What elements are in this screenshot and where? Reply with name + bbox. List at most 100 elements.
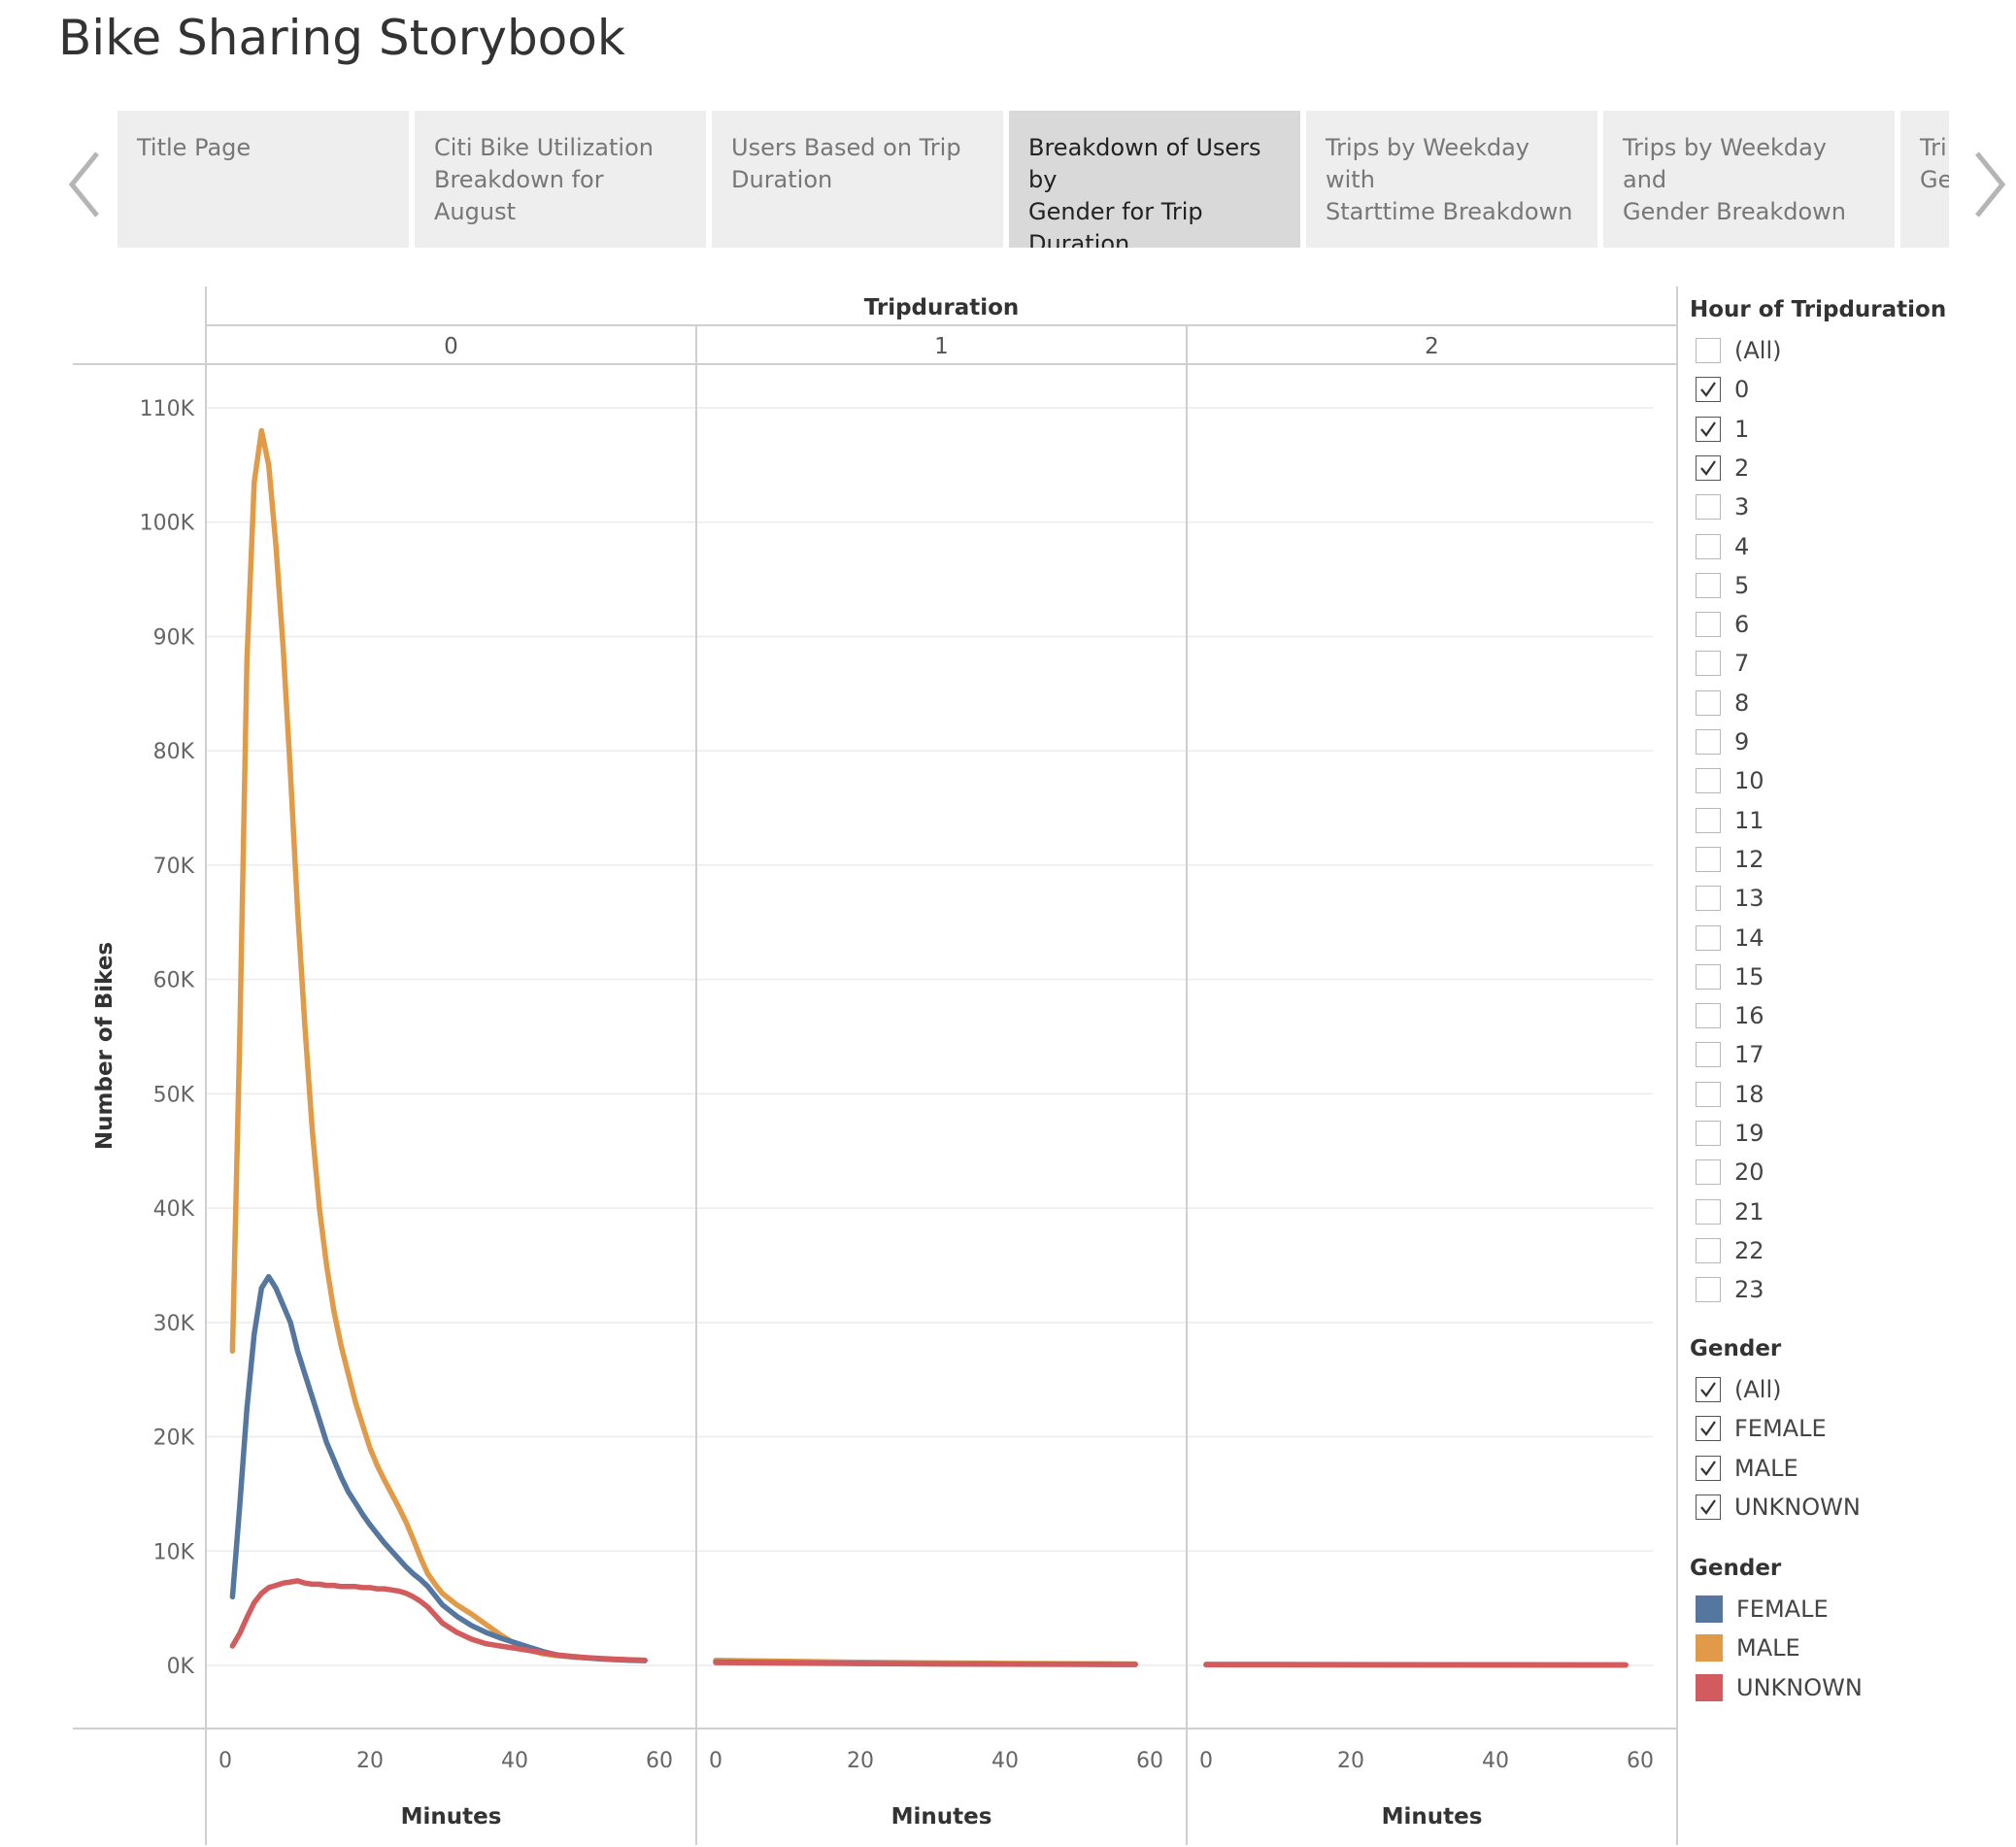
gender-filter-option[interactable]: UNKNOWN: [1696, 1491, 1861, 1524]
hour-filter-option[interactable]: 12: [1696, 843, 1764, 876]
story-tab-7[interactable]: Tri Ge: [1900, 111, 1949, 248]
checkbox[interactable]: [1696, 846, 1721, 872]
hour-filter-option[interactable]: 7: [1696, 647, 1749, 680]
checkbox[interactable]: [1696, 963, 1721, 990]
story-tab-label: Trips by Weekday and: [1623, 134, 1827, 193]
series-line-unknown-panel-1: [713, 1660, 1138, 1667]
hour-filter-option[interactable]: 3: [1696, 490, 1749, 523]
hour-filter-option[interactable]: (All): [1696, 334, 1781, 367]
checkbox[interactable]: [1696, 1237, 1721, 1263]
hour-filter-option[interactable]: 1: [1696, 413, 1749, 446]
checkbox[interactable]: [1696, 1416, 1721, 1442]
story-tab-4[interactable]: Breakdown of Users by Gender for Trip Dura…: [1009, 111, 1300, 248]
y-tick-label: 0K: [167, 1655, 195, 1679]
hour-filter-option[interactable]: 17: [1696, 1038, 1764, 1071]
checkbox-label: MALE: [1734, 1454, 1798, 1482]
checkbox[interactable]: [1696, 1277, 1721, 1303]
color-legend-item[interactable]: UNKNOWN: [1696, 1671, 1863, 1704]
story-tab-1[interactable]: Title Page: [118, 111, 409, 248]
story-tab-label: Gender Breakdown: [1623, 198, 1847, 225]
prev-story-button[interactable]: [66, 146, 105, 223]
checkbox[interactable]: [1696, 1121, 1721, 1146]
checkbox[interactable]: [1696, 338, 1721, 363]
checkbox[interactable]: [1696, 651, 1721, 677]
story-tab-label: Users Based on Trip: [731, 134, 961, 161]
color-legend-item[interactable]: FEMALE: [1696, 1593, 1829, 1626]
checkbox[interactable]: [1696, 1042, 1721, 1068]
checkbox[interactable]: [1696, 533, 1721, 559]
hour-filter-option[interactable]: 18: [1696, 1078, 1764, 1111]
hour-filter-option[interactable]: 14: [1696, 922, 1764, 955]
next-story-button[interactable]: [1969, 146, 2008, 223]
checkbox-label: 20: [1734, 1159, 1764, 1187]
checkbox[interactable]: [1696, 494, 1721, 521]
checkbox[interactable]: [1696, 416, 1721, 442]
x-tick-label: 60: [1136, 1749, 1163, 1773]
story-tab-label: Citi Bike Utilization: [434, 134, 654, 161]
hour-filter-option[interactable]: 11: [1696, 804, 1764, 837]
x-tick-label: 60: [1627, 1749, 1654, 1773]
x-axis-title: Minutes: [401, 1804, 502, 1830]
y-axis-title: Number of Bikes: [92, 942, 118, 1150]
hour-filter-option[interactable]: 19: [1696, 1117, 1764, 1150]
checkbox[interactable]: [1696, 729, 1721, 755]
gender-filter-option[interactable]: (All): [1696, 1373, 1781, 1406]
checkbox-label: 11: [1734, 806, 1764, 834]
hour-filter-option[interactable]: 4: [1696, 530, 1749, 563]
hour-filter-option[interactable]: 10: [1696, 764, 1764, 797]
checkbox-label: 21: [1734, 1197, 1764, 1226]
hour-filter-option[interactable]: 22: [1696, 1234, 1764, 1267]
checkbox[interactable]: [1696, 612, 1721, 638]
hour-filter-option[interactable]: 15: [1696, 960, 1764, 993]
chevron-left-icon: [68, 151, 99, 218]
story-tab-5[interactable]: Trips by Weekday with Starttime Breakdown: [1306, 111, 1597, 248]
checkbox[interactable]: [1696, 886, 1721, 912]
hour-filter-option[interactable]: 5: [1696, 569, 1749, 602]
checkbox[interactable]: [1696, 454, 1721, 481]
color-legend-item[interactable]: MALE: [1696, 1631, 1800, 1664]
hour-filter-option[interactable]: 9: [1696, 725, 1749, 758]
y-tick-label: 10K: [153, 1540, 195, 1564]
check-icon: [1700, 1382, 1716, 1397]
checkbox[interactable]: [1696, 807, 1721, 833]
checkbox[interactable]: [1696, 1003, 1721, 1029]
series-line-female-panel-0: [229, 1273, 648, 1663]
hour-filter-option[interactable]: 13: [1696, 882, 1764, 915]
story-tab-2[interactable]: Citi Bike Utilization Breakdown for Augus…: [415, 111, 706, 248]
checkbox[interactable]: [1696, 1377, 1721, 1402]
gender-filter-option[interactable]: FEMALE: [1696, 1412, 1827, 1445]
gender-filter-option[interactable]: MALE: [1696, 1452, 1798, 1485]
checkbox[interactable]: [1696, 1081, 1721, 1107]
checkbox[interactable]: [1696, 1455, 1721, 1481]
y-tick-label: 30K: [153, 1312, 195, 1336]
hour-filter-option[interactable]: 21: [1696, 1195, 1764, 1228]
checkbox[interactable]: [1696, 1198, 1721, 1225]
checkbox[interactable]: [1696, 1159, 1721, 1186]
hour-filter-option[interactable]: 16: [1696, 999, 1764, 1032]
check-icon: [1700, 1421, 1716, 1437]
checkbox[interactable]: [1696, 924, 1721, 951]
hour-filter-option[interactable]: 23: [1696, 1273, 1764, 1306]
hour-filter-option[interactable]: 6: [1696, 608, 1749, 641]
hour-filter-option[interactable]: 0: [1696, 373, 1749, 406]
hour-filter-option[interactable]: 20: [1696, 1156, 1764, 1189]
checkbox[interactable]: [1696, 377, 1721, 403]
checkbox[interactable]: [1696, 689, 1721, 716]
checkbox[interactable]: [1696, 572, 1721, 598]
story-tab-6[interactable]: Trips by Weekday and Gender Breakdown: [1603, 111, 1895, 248]
y-tick-label: 20K: [153, 1427, 195, 1451]
story-tab-label: Title Page: [137, 134, 252, 161]
checkbox[interactable]: [1696, 1494, 1721, 1520]
checkbox[interactable]: [1696, 768, 1721, 794]
check-icon: [1700, 1460, 1716, 1476]
y-tick-label: 70K: [153, 855, 195, 879]
hour-filter-option[interactable]: 8: [1696, 687, 1749, 720]
check-icon: [1700, 1499, 1716, 1515]
color-swatch: [1696, 1634, 1723, 1662]
x-tick-label: 20: [847, 1749, 874, 1773]
facet-title: Tripduration: [864, 295, 1020, 320]
checkbox-label: 5: [1734, 571, 1750, 599]
hour-filter-option[interactable]: 2: [1696, 452, 1749, 485]
story-tab-3[interactable]: Users Based on Trip Duration: [712, 111, 1003, 248]
story-tab-label: Gender for Trip: [1028, 198, 1203, 225]
